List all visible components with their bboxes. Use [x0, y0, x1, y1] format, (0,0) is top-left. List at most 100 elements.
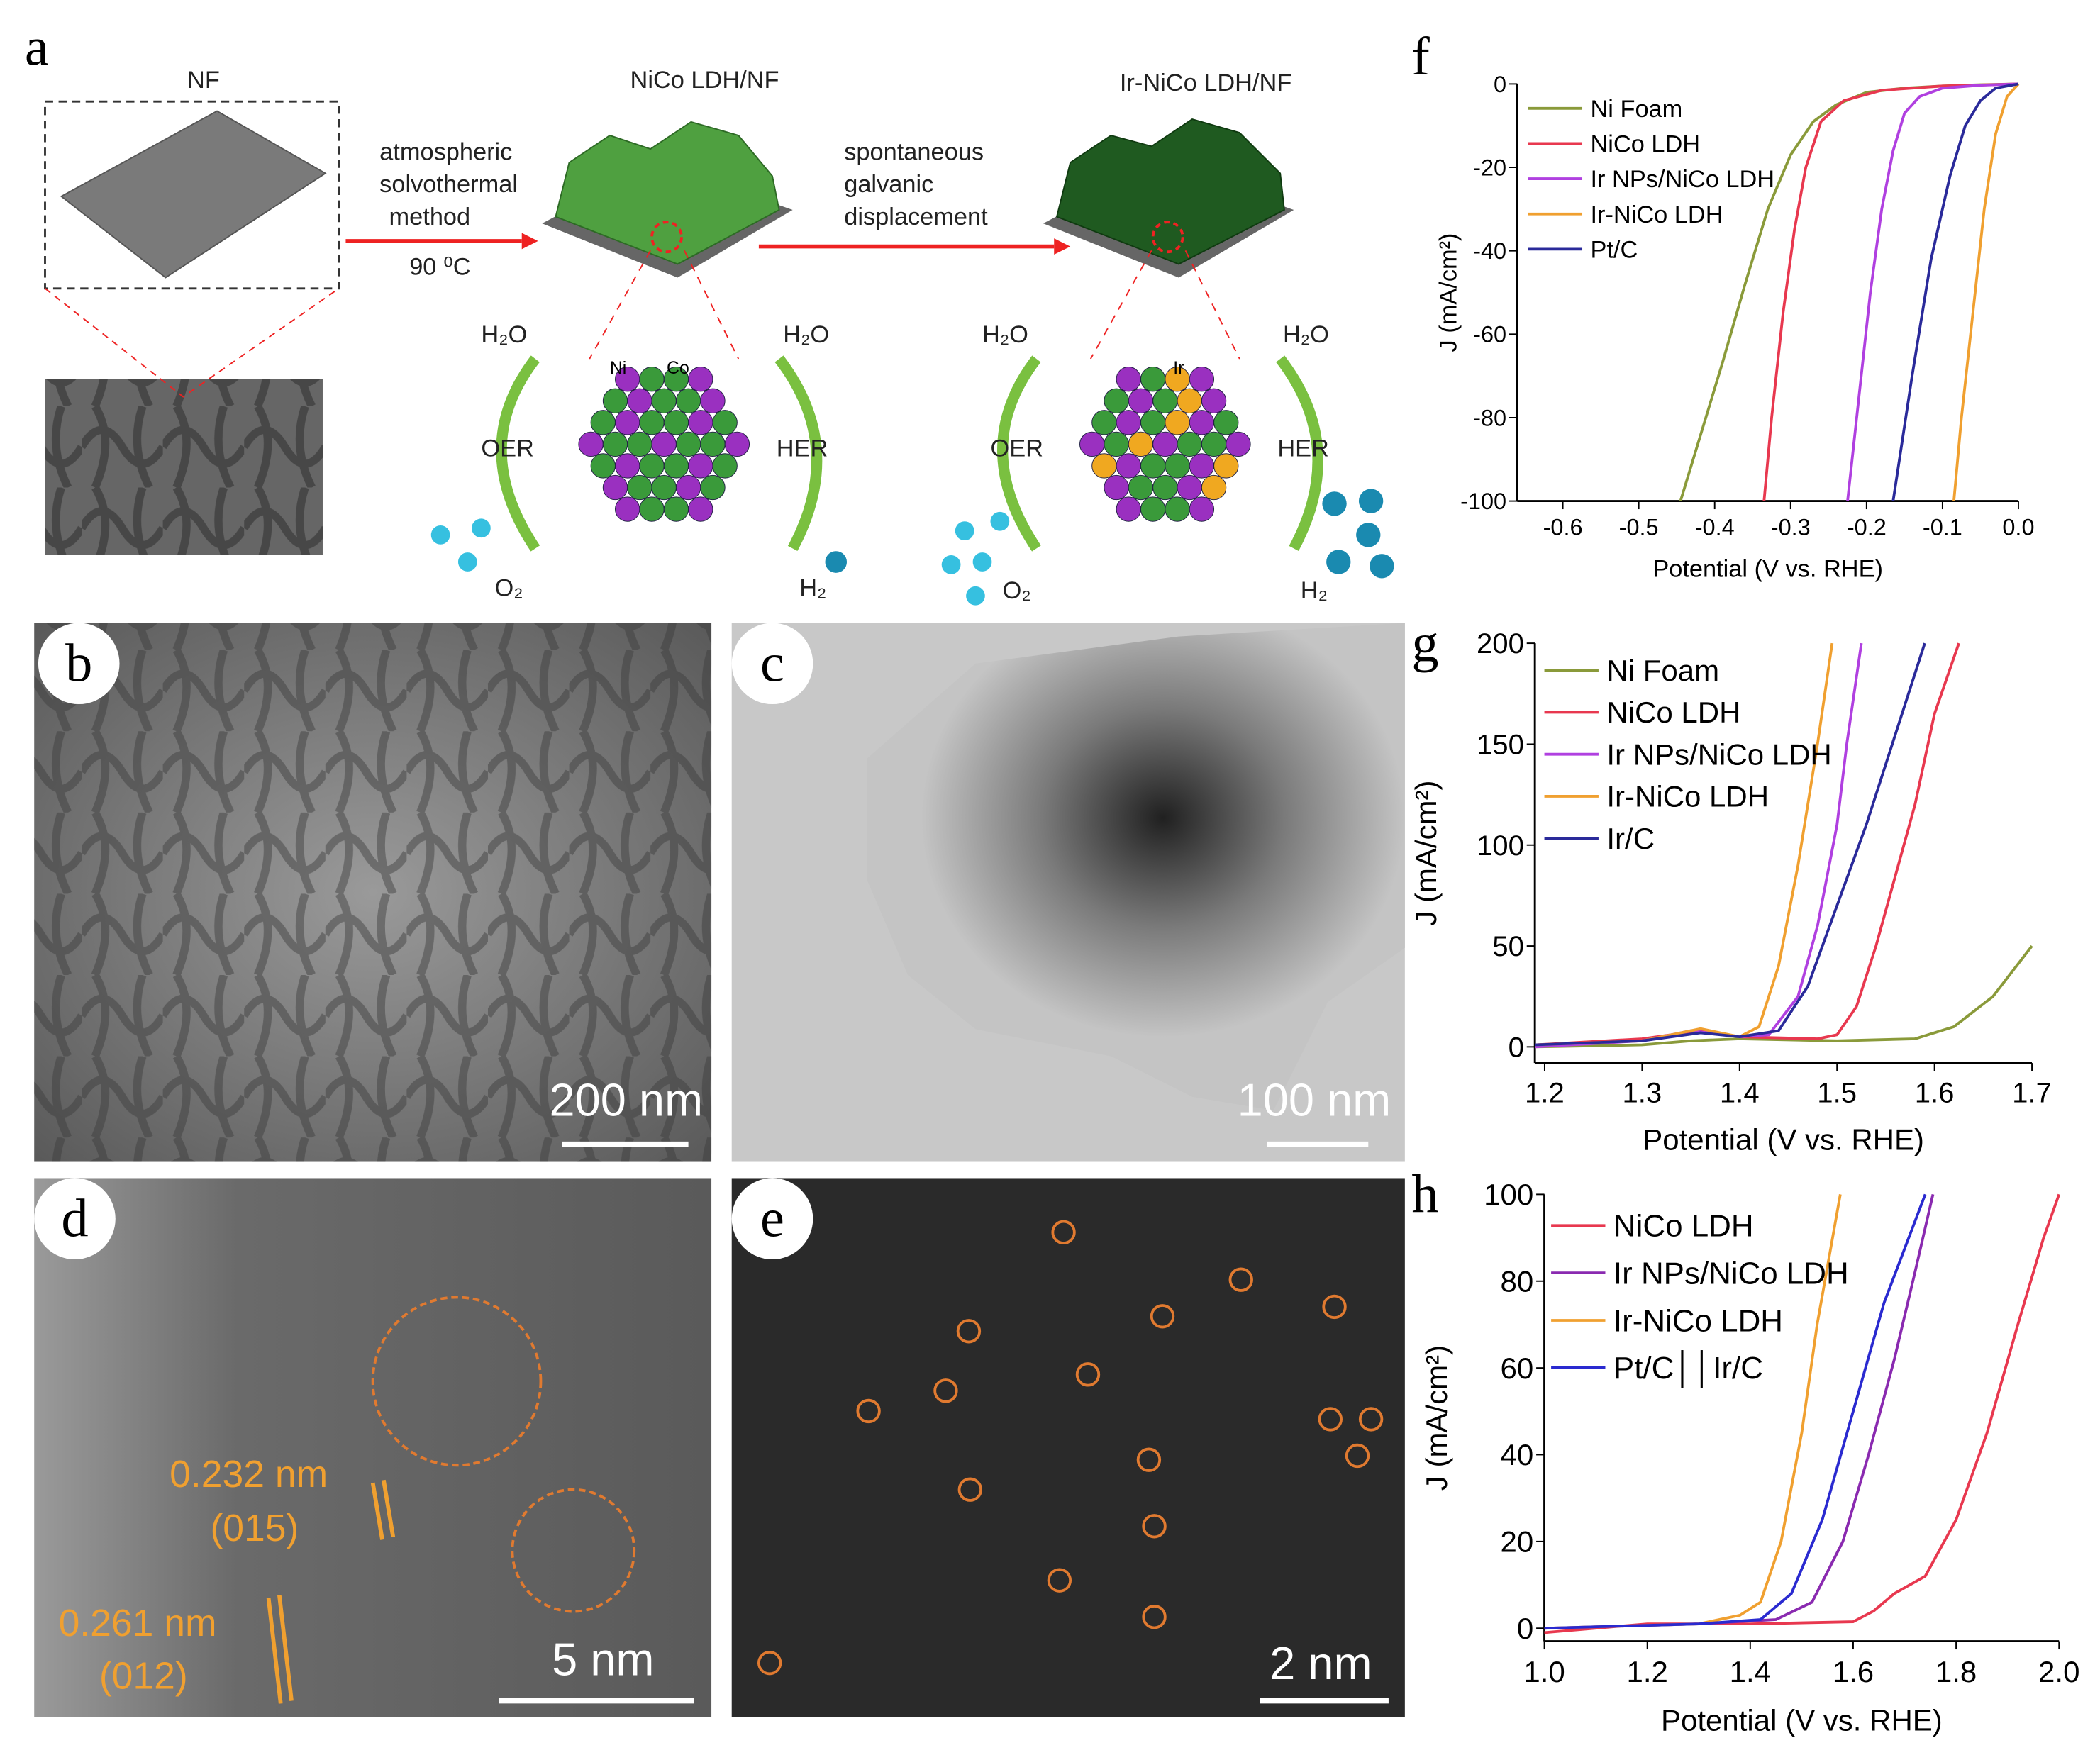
annotation: (012) — [99, 1655, 188, 1697]
atom — [1140, 496, 1166, 522]
molecules — [430, 489, 1394, 606]
y-tick-label: 60 — [1501, 1352, 1534, 1385]
cycle-arrow — [496, 355, 540, 552]
y-tick-label: 100 — [1484, 1178, 1533, 1211]
x-axis-label: Potential (V vs. RHE) — [1661, 1704, 1943, 1737]
panel-label: e — [760, 1188, 784, 1249]
cycle-arrow — [1276, 355, 1323, 552]
label: method — [389, 204, 471, 230]
legend-label: Ni Foam — [1590, 96, 1682, 123]
atom — [688, 453, 713, 479]
data-line — [1544, 1194, 1842, 1630]
y-tick-label: 150 — [1477, 729, 1524, 760]
x-tick-label: -0.3 — [1771, 514, 1811, 540]
atom — [700, 431, 726, 457]
scale-label: 2 nm — [1270, 1637, 1372, 1689]
label: Ir-NiCo LDH/NF — [1120, 69, 1291, 96]
atom — [1116, 453, 1141, 479]
atom — [675, 474, 701, 501]
atom — [1213, 410, 1239, 435]
atom — [1128, 431, 1154, 457]
y-tick-label: 0 — [1494, 72, 1506, 97]
data-line — [1952, 83, 2020, 501]
x-tick-label: -0.6 — [1543, 514, 1583, 540]
atom — [1104, 388, 1129, 413]
data-line — [1762, 82, 2019, 501]
x-tick-label: 2.0 — [2038, 1655, 2079, 1688]
atom — [639, 453, 665, 479]
data-line — [1535, 642, 1926, 1047]
lattice — [578, 367, 750, 522]
atom — [615, 453, 640, 479]
atom — [1091, 410, 1117, 435]
atom — [651, 431, 677, 457]
atom — [1189, 410, 1215, 435]
atom — [639, 496, 665, 522]
chart: -0.6 -0.5 -0.4 -0.3 -0.2 -0.1 0.0 0 -20 -40 -60 -80… — [1435, 72, 2034, 583]
label-badge — [38, 623, 120, 705]
legend-label: Ir NPs/NiCo LDH — [1590, 166, 1774, 193]
y-tick-label: 100 — [1477, 830, 1524, 862]
x-tick-label: 0.0 — [2002, 514, 2034, 540]
atom — [602, 431, 628, 457]
atom — [602, 474, 628, 501]
atom — [1116, 496, 1141, 522]
legend-label: Ni Foam — [1606, 654, 1719, 687]
panel-label: h — [1411, 1164, 1438, 1224]
atom — [590, 453, 616, 479]
x-tick-label: 1.2 — [1626, 1655, 1667, 1688]
atom — [1177, 431, 1202, 457]
cycle-arrow — [997, 355, 1041, 552]
chart: 1.2 1.3 1.4 1.5 1.6 1.7 0 50 100 150 200 Potential … — [1409, 628, 2052, 1156]
data-line — [1535, 945, 2033, 1049]
arrow-head — [521, 233, 538, 250]
label-badge — [34, 1178, 116, 1260]
atom — [1152, 388, 1178, 413]
atom — [1177, 474, 1202, 501]
panel-label: f — [1411, 26, 1430, 87]
y-tick-label: -60 — [1473, 322, 1506, 347]
label: displacement — [844, 204, 988, 230]
label: H₂O — [1283, 321, 1329, 348]
atom — [578, 431, 604, 457]
x-tick-label: 1.6 — [1833, 1655, 1874, 1688]
panel-label: b — [65, 633, 92, 693]
label: H₂ — [799, 574, 826, 601]
atom — [1116, 410, 1141, 435]
label: H₂O — [481, 321, 527, 348]
atom — [1177, 388, 1202, 413]
legend-label: Pt/C││Ir/C — [1613, 1350, 1763, 1388]
x-tick-label: -0.5 — [1619, 514, 1659, 540]
legend-label: NiCo LDH — [1590, 130, 1700, 157]
atom — [602, 388, 628, 413]
diagram: NF NiCo LDH/NF Ir-NiCo LDH/NF atmospheri… — [44, 67, 1394, 606]
data-line — [1891, 82, 2019, 501]
tem-flake — [867, 623, 1405, 1110]
label-badge — [731, 623, 813, 705]
y-tick-label: 0 — [1517, 1612, 1533, 1645]
atom — [651, 474, 677, 501]
x-axis-label: Potential (V vs. RHE) — [1652, 556, 1883, 583]
legend-label: Ir NPs/NiCo LDH — [1606, 737, 1831, 771]
legend-label: Ir NPs/NiCo LDH — [1613, 1257, 1849, 1291]
atom — [1201, 431, 1227, 457]
atom — [1116, 367, 1141, 392]
zoom-circle — [650, 221, 683, 254]
label: O₂ — [495, 574, 523, 601]
legend-label: NiCo LDH — [1606, 696, 1740, 729]
y-tick-label: -40 — [1473, 238, 1506, 264]
ldh-2 — [1055, 118, 1285, 265]
label: spontaneous — [844, 138, 984, 165]
lattice-fringes — [266, 1479, 396, 1704]
label: solvothermal — [379, 171, 518, 198]
atom — [663, 496, 689, 522]
atom — [1189, 496, 1215, 522]
atom — [1165, 453, 1190, 479]
scale-label: 200 nm — [549, 1074, 703, 1126]
legend-label: NiCo LDH — [1613, 1209, 1754, 1244]
haadf-image — [731, 1178, 1405, 1717]
atom — [1091, 453, 1117, 479]
atom — [1226, 431, 1251, 457]
atom — [1189, 367, 1215, 392]
x-tick-label: 1.6 — [1915, 1078, 1955, 1109]
